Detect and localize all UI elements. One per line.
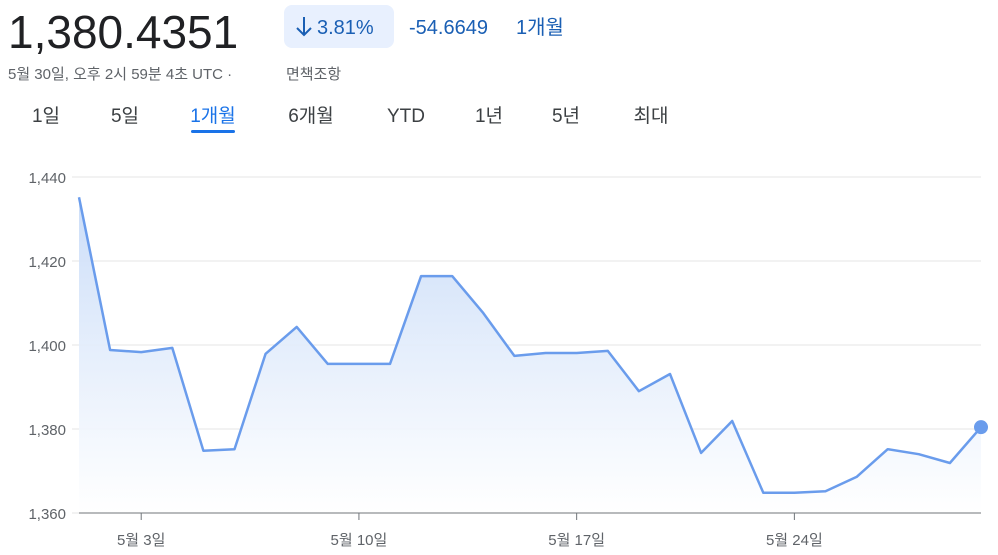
y-tick-label: 1,400 — [28, 338, 66, 355]
range-tab[interactable]: 1개월 — [190, 105, 236, 127]
y-tick-label: 1,380 — [28, 422, 66, 439]
x-tick-label: 5월 3일 — [117, 532, 165, 549]
timestamp: 5월 30일, 오후 2시 59분 4초 UTC · — [8, 66, 232, 83]
price-line — [77, 196, 982, 495]
y-tick-label: 1,420 — [28, 254, 66, 271]
x-tick-label: 5월 24일 — [766, 532, 823, 549]
price: 1,380.4351 — [8, 6, 238, 58]
y-tick-label: 1,360 — [28, 506, 66, 523]
x-tick-label: 5월 17일 — [548, 532, 605, 549]
range-tab[interactable]: 1일 — [32, 105, 60, 127]
change-badge — [284, 5, 394, 48]
change-period: 1개월 — [516, 16, 564, 39]
change-percent: 3.81% — [317, 17, 374, 39]
change-value: -54.6649 — [409, 17, 488, 39]
range-tab[interactable]: 1년 — [475, 105, 503, 127]
range-tab[interactable]: 5일 — [111, 105, 139, 127]
x-tick-label: 5월 10일 — [331, 532, 388, 549]
down-arrow-icon — [296, 17, 312, 37]
chart: 1,360 1,380 1,400 1,420 1,440 5월 3일 5월 10일 5월 1… — [28, 170, 988, 549]
range-tab[interactable]: 최대 — [634, 105, 669, 127]
disclaimer-link[interactable]: 면책조항 — [286, 66, 341, 83]
range-tab[interactable]: YTD — [387, 106, 425, 127]
range-tab[interactable]: 6개월 — [288, 105, 334, 127]
y-tick-label: 1,440 — [28, 170, 66, 187]
last-point — [974, 420, 988, 435]
range-tab[interactable]: 5년 — [552, 105, 580, 127]
active-tab-underline — [191, 130, 235, 133]
range-tabs: 1일 5일 1개월 6개월 YTD 1년 5년 최대 — [32, 105, 669, 133]
